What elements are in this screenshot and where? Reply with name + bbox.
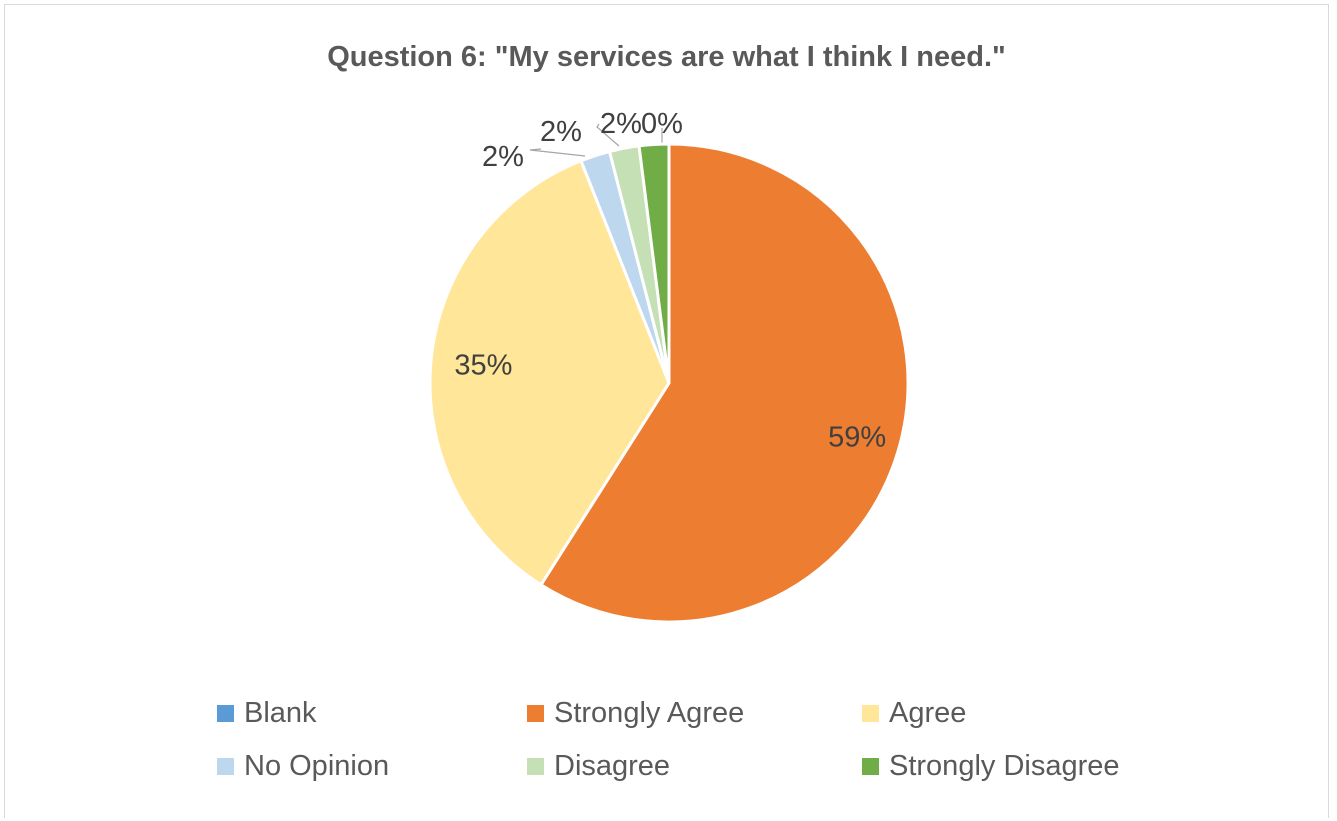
slice-strongly-disagree — [637, 142, 671, 385]
chart-frame: Question 6: "My services are what I thin… — [4, 4, 1329, 818]
data-label-disagree: 2% — [540, 116, 582, 148]
slice-agree — [428, 159, 671, 587]
leader-line-no-opinion — [529, 148, 586, 157]
leader-line-disagree — [596, 123, 620, 147]
chart-title: Question 6: "My services are what I thin… — [327, 41, 1006, 73]
data-label-blank: 0% — [641, 108, 683, 140]
data-label-strongly-agree: 59% — [828, 422, 886, 454]
pie-chart: 0% 59% 35% 2% 2% 2% — [428, 108, 910, 624]
slice-group-strongly-agree: 59% — [539, 142, 910, 624]
data-label-agree: 35% — [454, 349, 512, 381]
data-label-strongly-disagree: 2% — [600, 108, 642, 140]
slice-group-blank: 0% — [641, 108, 683, 144]
slice-strongly-agree — [539, 142, 910, 624]
slice-group-strongly-disagree: 2% — [600, 108, 671, 385]
slice-group-agree: 35% — [428, 159, 671, 587]
data-label-no-opinion: 2% — [482, 141, 524, 173]
slice-group-disagree: 2% — [540, 116, 671, 385]
